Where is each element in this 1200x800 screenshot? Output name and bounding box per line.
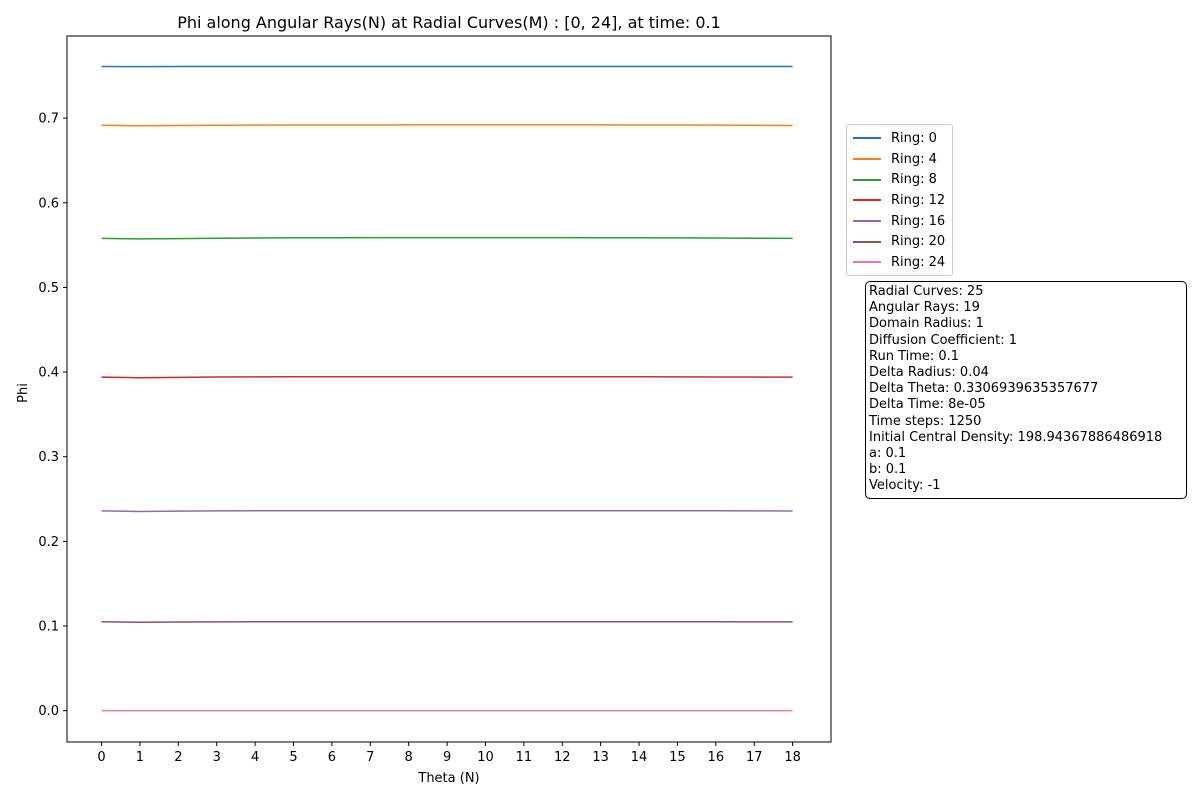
legend-swatch: [853, 137, 881, 140]
x-tick-label: 14: [631, 750, 648, 765]
x-tick-label: 2: [174, 750, 182, 765]
info-line: b: 0.1: [869, 462, 907, 478]
x-tick-label: 0: [97, 750, 105, 765]
series-line-1: [101, 124, 793, 127]
x-tick-label: 4: [251, 750, 259, 765]
info-line: Delta Radius: 0.04: [869, 365, 989, 381]
legend-item: Ring: 4: [847, 149, 952, 170]
x-tick-label: 13: [592, 750, 609, 765]
x-tick-label: 6: [328, 750, 336, 765]
legend-swatch: [853, 240, 881, 243]
chart-title: Phi along Angular Rays(N) at Radial Curv…: [177, 13, 721, 32]
x-axis-label: Theta (N): [417, 771, 479, 786]
x-tick-label: 1: [136, 750, 144, 765]
legend-item: Ring: 0: [847, 128, 952, 149]
series-line-2: [101, 236, 793, 240]
legend: Ring: 0 Ring: 4 Ring: 8 Ring: 12 Ring: 16 Rin…: [846, 124, 953, 276]
x-tick-label: 8: [405, 750, 413, 765]
info-line: a: 0.1: [869, 446, 907, 462]
legend-item: Ring: 12: [847, 190, 952, 211]
legend-item: Ring: 24: [847, 252, 952, 273]
legend-label: Ring: 24: [891, 254, 946, 270]
info-line: Velocity: -1: [869, 478, 941, 494]
y-tick-label: 0.7: [38, 112, 59, 127]
legend-item: Ring: 20: [847, 231, 952, 252]
legend-swatch: [853, 261, 881, 264]
legend-swatch: [853, 199, 881, 202]
y-tick-label: 0.5: [38, 281, 59, 296]
axes-frame: [66, 35, 832, 743]
series-line-3: [101, 375, 793, 379]
y-tick-label: 0.1: [38, 620, 59, 635]
info-line: Time steps: 1250: [869, 413, 982, 429]
info-line: Angular Rays: 19: [869, 300, 980, 316]
legend-label: Ring: 0: [891, 130, 937, 146]
x-tick-label: 9: [443, 750, 451, 765]
info-line: Radial Curves: 25: [869, 284, 984, 299]
x-tick-label: 11: [516, 750, 533, 765]
x-tick-label: 10: [477, 750, 494, 765]
legend-label: Ring: 16: [891, 213, 946, 229]
x-tick-label: 5: [289, 750, 297, 765]
legend-label: Ring: 4: [891, 151, 937, 167]
legend-swatch: [853, 220, 881, 223]
legend-item: Ring: 8: [847, 169, 952, 190]
simulation-info-box: Radial Curves: 25 Angular Rays: 19 Domain …: [865, 281, 1187, 499]
legend-label: Ring: 12: [891, 192, 946, 208]
y-tick-label: 0.3: [38, 450, 59, 465]
legend-label: Ring: 20: [891, 234, 946, 250]
x-tick-label: 7: [366, 750, 374, 765]
x-tick-label: 12: [554, 750, 571, 765]
x-tick-label: 17: [746, 750, 763, 765]
legend-swatch: [853, 178, 881, 181]
info-line: Run Time: 0.1: [869, 348, 960, 364]
legend-label: Ring: 8: [891, 172, 937, 188]
info-line: Diffusion Coefficient: 1: [869, 332, 1018, 348]
info-line: Delta Theta: 0.3306939635357677: [869, 381, 1099, 397]
y-tick-label: 0.6: [38, 196, 59, 211]
y-tick-label: 0.0: [38, 704, 59, 719]
info-line: Initial Central Density: 198.94367886486…: [869, 429, 1163, 445]
x-tick-label: 18: [784, 750, 801, 765]
info-line: Delta Time: 8e-05: [869, 397, 986, 413]
series-line-5: [101, 620, 793, 623]
legend-item: Ring: 16: [847, 211, 952, 232]
plot-area: 0 1 2 3 4 5 6 7 8 9 10 11 12 13 14 15 16 17 180.00.10.20.3…: [38, 35, 832, 765]
legend-swatch: [853, 158, 881, 161]
x-tick-label: 15: [669, 750, 686, 765]
info-line: Domain Radius: 1: [869, 316, 984, 332]
x-tick-label: 3: [213, 750, 221, 765]
series-line-4: [101, 509, 793, 513]
y-tick-label: 0.2: [38, 535, 59, 550]
y-axis-label: Phi: [16, 383, 31, 403]
y-tick-label: 0.4: [38, 366, 59, 381]
x-tick-label: 16: [708, 750, 725, 765]
